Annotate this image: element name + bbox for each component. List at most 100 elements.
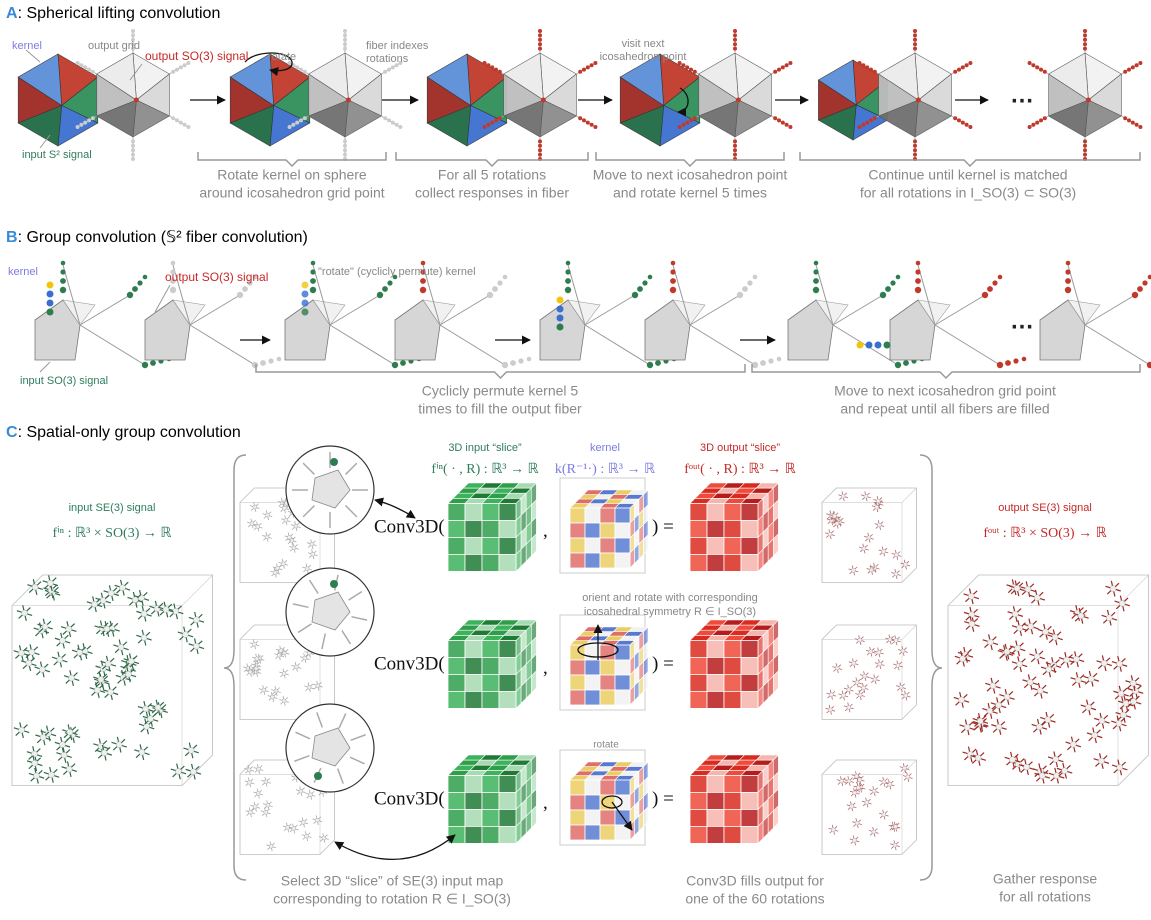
node xyxy=(101,749,108,756)
fiber-dot xyxy=(736,291,744,299)
fiber-dot xyxy=(1138,125,1143,129)
node xyxy=(291,826,296,831)
fiber-dot xyxy=(137,280,143,286)
fiber-dot xyxy=(174,67,179,72)
fiber-dot xyxy=(79,122,84,127)
shapes xyxy=(11,29,1151,881)
fiber-dot xyxy=(252,274,258,280)
fiber-dot xyxy=(813,278,819,284)
fiber-dot xyxy=(518,358,524,364)
fiber-dot xyxy=(670,278,676,284)
fiber-dot xyxy=(60,278,66,284)
node xyxy=(1051,634,1059,641)
fiber-dot xyxy=(398,61,403,65)
node xyxy=(278,648,284,653)
node xyxy=(856,785,861,790)
rotate-arrow xyxy=(677,87,689,117)
voxel-side xyxy=(530,805,537,829)
voxel-front xyxy=(464,674,483,692)
voxel-front xyxy=(464,657,483,675)
fiber-dot xyxy=(733,29,737,33)
voxel-side xyxy=(530,670,537,694)
node xyxy=(857,777,862,782)
fiber-dot xyxy=(132,286,138,292)
fiber-dot xyxy=(885,286,891,292)
fiber-dot xyxy=(383,116,388,121)
node xyxy=(33,772,40,779)
node xyxy=(252,642,257,647)
node xyxy=(97,676,105,683)
caption: and rotate kernel 5 times xyxy=(613,185,767,201)
fiber-dot xyxy=(589,63,594,68)
node xyxy=(255,524,260,529)
fiber-dot xyxy=(90,116,95,121)
node xyxy=(1045,666,1052,673)
voxel-front xyxy=(706,657,725,675)
label: input S² signal xyxy=(22,149,92,161)
formula: fᵒᵘᵗ : ℝ³ × SO(3) → ℝ xyxy=(983,526,1106,541)
edge xyxy=(689,324,756,366)
bracket xyxy=(799,152,1141,168)
node xyxy=(154,704,162,711)
voxel-front xyxy=(599,689,616,706)
voxel-front xyxy=(689,674,708,692)
fiber-dot xyxy=(126,291,134,299)
node xyxy=(261,687,266,693)
fiber-dot xyxy=(131,33,135,38)
fiber-dot xyxy=(589,122,594,127)
face xyxy=(422,299,456,326)
box-face xyxy=(947,574,1149,786)
caption: one of the 60 rotations xyxy=(685,891,824,907)
fiber-dot xyxy=(538,143,542,148)
fiber-dot xyxy=(689,67,694,72)
node xyxy=(1016,660,1023,668)
face xyxy=(698,52,739,101)
voxel-front xyxy=(614,674,631,691)
fiber-dot xyxy=(913,46,917,51)
bracket xyxy=(751,364,1141,380)
node xyxy=(128,657,135,665)
fiber-dot xyxy=(1065,269,1071,275)
edge xyxy=(189,324,256,366)
node xyxy=(898,684,904,690)
node xyxy=(881,779,887,785)
node xyxy=(1077,612,1085,620)
fiber-dot xyxy=(486,291,494,299)
caption: Select 3D “slice” of SE(3) input map xyxy=(281,873,504,889)
fiber-dot xyxy=(494,67,499,72)
node xyxy=(1109,585,1117,592)
label: fiber indexes xyxy=(366,40,429,52)
node xyxy=(282,506,287,511)
fiber-dot xyxy=(526,356,532,362)
node xyxy=(255,791,261,796)
fiber-dot xyxy=(913,29,917,33)
fiber-dot xyxy=(1083,46,1087,51)
voxel-front xyxy=(447,809,466,827)
fiber-dot xyxy=(685,65,690,70)
node xyxy=(147,715,154,722)
node xyxy=(103,625,111,633)
voxel-front xyxy=(599,522,616,539)
bracket xyxy=(595,152,785,168)
voxel-front xyxy=(498,809,517,827)
zoom-spike xyxy=(308,579,319,594)
node xyxy=(1027,679,1034,686)
node xyxy=(894,552,899,558)
voxel-front xyxy=(723,674,742,692)
bracket xyxy=(255,364,746,380)
fiber-dot xyxy=(1027,61,1032,65)
voxel-front xyxy=(740,809,759,827)
node xyxy=(834,521,840,526)
fiber-dot xyxy=(538,46,542,51)
fiber-dot xyxy=(646,361,654,369)
kernel-dot xyxy=(556,305,564,313)
fiber-dot xyxy=(865,120,870,125)
face xyxy=(34,299,81,361)
edge xyxy=(934,324,1001,366)
conv-label: Conv3D( xyxy=(374,516,445,537)
zoom-spike xyxy=(295,731,311,740)
label: icosahedral symmetry R ∈ I_SO(3) xyxy=(584,606,756,618)
fiber-dot xyxy=(178,120,183,125)
fiber-dot xyxy=(538,152,542,157)
voxel-front xyxy=(569,674,586,691)
